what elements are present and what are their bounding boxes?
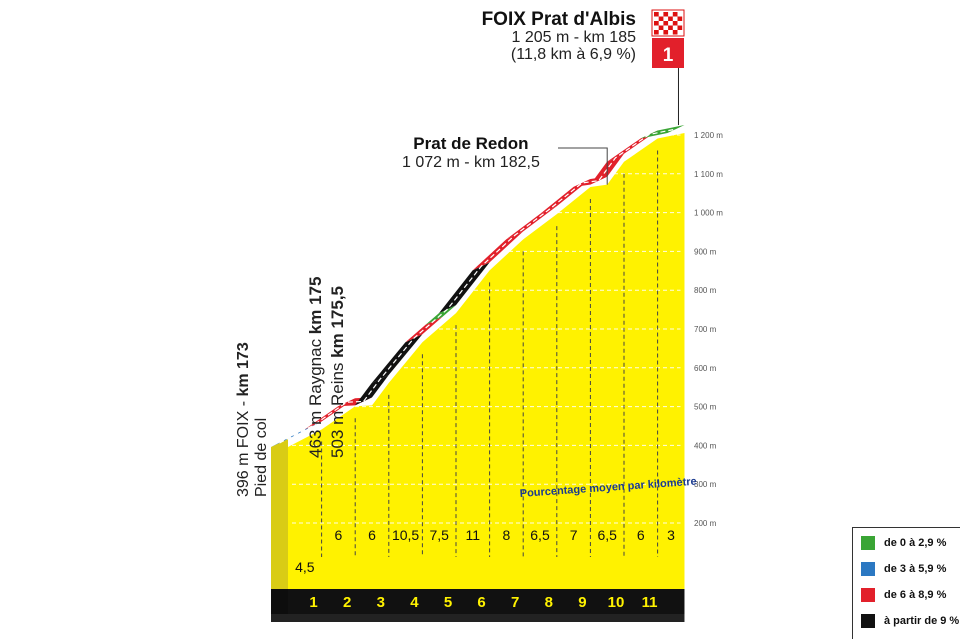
km-number-label: 5 xyxy=(444,594,452,611)
legend-label: de 0 à 2,9 % xyxy=(884,537,947,549)
km-number-label: 3 xyxy=(377,594,385,611)
legend-swatch-green xyxy=(861,536,875,550)
legend-swatch-black xyxy=(861,614,875,628)
legend-label: de 3 à 5,9 % xyxy=(884,563,947,575)
km-number-label: 1 xyxy=(309,594,317,611)
reins-label: 503 m Reins km 175,5 xyxy=(328,286,348,458)
summit-name: FOIX Prat d'Albis xyxy=(481,9,636,30)
km-gradient-label: 6 xyxy=(368,527,376,543)
finish-flag-square xyxy=(663,21,669,26)
y-tick-label: 600 m xyxy=(694,364,717,373)
km-gradient-label: 7 xyxy=(570,527,578,543)
legend-label: de 6 à 8,9 % xyxy=(884,589,947,601)
y-tick-label: 200 m xyxy=(694,519,717,528)
band-bottom-shadow xyxy=(271,614,685,622)
km-gradient-label: 7,5 xyxy=(429,527,449,543)
finish-flag-square xyxy=(654,30,659,35)
start-label-sub: Pied de col xyxy=(253,417,271,497)
start-label-prefix: 396 m FOIX - xyxy=(235,396,252,497)
km-gradient-label: 6 xyxy=(637,527,645,543)
reins-label-km: km 175,5 xyxy=(328,285,347,358)
y-tick-label: 300 m xyxy=(694,480,717,489)
reins-label-prefix: 503 m Reins xyxy=(328,357,347,458)
summit-altitude-km: 1 205 m - km 185 xyxy=(511,28,637,46)
legend-item: de 3 à 5,9 % xyxy=(861,562,946,576)
finish-flag-square xyxy=(668,25,673,30)
profile-area xyxy=(288,133,685,557)
km-number-label: 7 xyxy=(511,594,519,611)
y-tick-label: 1 000 m xyxy=(694,209,723,218)
category-flag-icon xyxy=(652,38,684,68)
km-number-label: 8 xyxy=(545,594,553,611)
finish-flag-square xyxy=(672,12,678,17)
band-side-dark xyxy=(271,589,288,614)
pass-altitude-km: 1 072 m - km 182,5 xyxy=(402,153,540,171)
start-label-km: km 173 xyxy=(235,342,252,397)
y-tick-label: 500 m xyxy=(694,403,717,412)
legend-item: de 6 à 8,9 % xyxy=(861,588,946,602)
km-number-label: 11 xyxy=(642,594,658,611)
km-gradient-label: 6,5 xyxy=(597,527,617,543)
km-gradient-label: 10,5 xyxy=(392,527,419,543)
pass-label: Prat de Redon 1 072 m - km 182,5 xyxy=(402,134,540,171)
finish-flag-square xyxy=(663,12,669,17)
km-gradient-label: 8 xyxy=(503,527,511,543)
finish-flag-square xyxy=(663,30,669,35)
gradient-segment xyxy=(607,130,658,162)
pass-name: Prat de Redon xyxy=(413,134,529,153)
legend-item: de 0 à 2,9 % xyxy=(861,536,946,550)
km-number-label: 2 xyxy=(343,594,351,611)
y-tick-label: 700 m xyxy=(694,325,717,334)
gradient-segment xyxy=(506,206,557,240)
finish-flag-square xyxy=(668,16,673,21)
legend-item: à partir de 9 % xyxy=(861,614,959,628)
gradient-segment xyxy=(355,374,389,406)
finish-flag-square xyxy=(672,21,678,26)
finish-flag-square xyxy=(658,16,664,21)
gradient-segment xyxy=(371,334,423,383)
legend-swatch-blue xyxy=(861,562,875,576)
summit-length-gradient: (11,8 km à 6,9 %) xyxy=(510,45,636,63)
raygnac-label-prefix: 463 m Raygnac xyxy=(306,334,325,458)
finish-flag-square xyxy=(654,21,659,26)
legend-swatch-red xyxy=(861,588,875,602)
finish-flag-square xyxy=(677,25,683,30)
finish-flag-square xyxy=(658,25,664,30)
category-number: 1 xyxy=(663,45,674,66)
start-label: 396 m FOIX - km 173 Pied de col xyxy=(235,342,272,497)
km-number-label: 6 xyxy=(477,594,485,611)
gradient-band xyxy=(288,523,685,557)
y-tick-label: 1 100 m xyxy=(694,170,723,179)
km-label-band xyxy=(288,557,685,589)
raygnac-label: 463 m Raygnac km 175 xyxy=(306,277,326,458)
y-tick-label: 800 m xyxy=(694,286,717,295)
ribbon-center-line xyxy=(279,128,677,444)
km-gradient-label: 3 xyxy=(667,527,675,543)
pass-leader-line xyxy=(558,147,608,185)
km-gradient-label: 6,5 xyxy=(530,527,550,543)
km-number-label: 4 xyxy=(410,594,419,611)
summit-label: FOIX Prat d'Albis 1 205 m - km 185 (11,8… xyxy=(482,10,636,64)
km-gradient-label: 6 xyxy=(335,527,343,543)
legend-label: à partir de 9 % xyxy=(884,615,960,627)
y-tick-label: 1 200 m xyxy=(694,131,723,140)
km-number-band xyxy=(288,589,685,614)
gradient-legend: de 0 à 2,9 % de 3 à 5,9 % de 6 à 8,9 % à… xyxy=(852,527,960,639)
km-gradient-label: 11 xyxy=(466,527,481,543)
y-tick-label: 900 m xyxy=(694,247,717,256)
km-number-label: 9 xyxy=(578,594,586,611)
gradient-segment xyxy=(405,316,443,343)
km-number-label: 10 xyxy=(608,594,625,611)
finish-flag-square xyxy=(654,12,659,17)
raygnac-label-km: km 175 xyxy=(306,276,325,335)
km-gradient-label: 4,5 xyxy=(295,559,315,575)
finish-flag-square xyxy=(672,30,678,35)
y-tick-label: 400 m xyxy=(694,441,717,450)
finish-flag-square xyxy=(677,16,683,21)
